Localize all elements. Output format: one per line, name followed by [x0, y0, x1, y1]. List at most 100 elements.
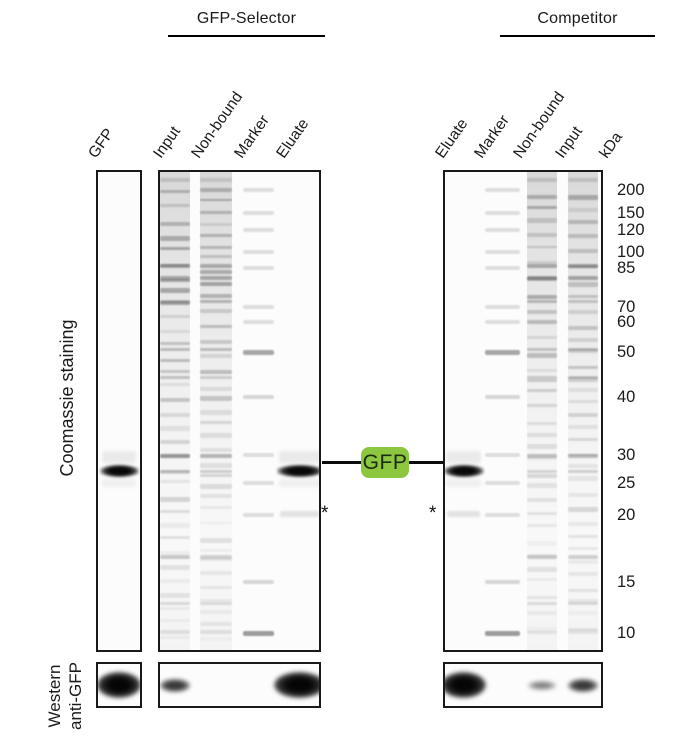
- gel-band: [527, 611, 557, 615]
- gel-band: [160, 523, 190, 528]
- gel-band: [527, 376, 557, 379]
- coomassie-panel-competitor: [443, 170, 603, 652]
- marker-band: [243, 631, 274, 636]
- kda-tick-label: 70: [617, 297, 636, 316]
- gel-band: [200, 448, 232, 453]
- gel-band: [527, 218, 557, 223]
- gel-band: [568, 195, 598, 200]
- western-panel-competitor: [443, 662, 603, 708]
- gel-band: [160, 300, 190, 303]
- marker-band: [485, 305, 520, 309]
- gel-band-smear: [102, 479, 136, 488]
- gel-band: [527, 232, 557, 238]
- gel-band: [160, 550, 190, 556]
- gel-band: [527, 205, 557, 209]
- gfp-protein-band: [445, 464, 484, 479]
- lane-smear: [527, 172, 557, 650]
- gel-band: [160, 579, 190, 584]
- gel-band: [200, 609, 232, 615]
- gel-band: [200, 293, 232, 299]
- gel-band: [568, 348, 598, 353]
- gel-band: [568, 627, 598, 632]
- gel-band: [200, 421, 232, 424]
- lane-smear: [568, 172, 598, 650]
- gel-band: [200, 325, 232, 328]
- gel-band: [568, 559, 598, 564]
- western-panel-gfp-control: [96, 662, 142, 708]
- marker-band: [243, 188, 274, 192]
- gel-band: [568, 454, 598, 458]
- gel-band: [200, 210, 232, 215]
- western-band: [528, 680, 556, 690]
- coomassie-panel-gfp-control: [96, 170, 142, 652]
- western-band: [445, 672, 486, 698]
- gel-band-smear: [279, 451, 319, 464]
- kda-tick-label: 30: [617, 445, 636, 464]
- marker-band: [243, 350, 274, 355]
- gel-band: [568, 507, 598, 513]
- gel-band-smear: [102, 451, 136, 464]
- marker-band: [485, 395, 520, 399]
- gel-band: [527, 422, 557, 426]
- gel-band: [568, 178, 598, 182]
- gel-band: [200, 188, 232, 192]
- marker-band: [243, 580, 274, 584]
- gel-band: [568, 476, 598, 481]
- gel-band: [200, 300, 232, 303]
- gel-band: [568, 588, 598, 593]
- gel-band: [568, 400, 598, 403]
- gfp-protein-band: [100, 464, 139, 479]
- gel-band: [160, 264, 190, 268]
- lane-label-input-right: Input: [552, 123, 586, 162]
- lane-smear: [200, 172, 232, 650]
- lane-label-input-left: Input: [150, 123, 184, 162]
- gel-band: [527, 245, 557, 249]
- gel-band: [160, 630, 190, 634]
- gel-band: [568, 282, 598, 287]
- gel-band: [527, 443, 557, 449]
- gel-band: [160, 635, 190, 640]
- gel-band: [200, 598, 232, 602]
- gel-band: [200, 484, 232, 490]
- gel-band: [160, 469, 190, 474]
- western-panel-gfp-selector: [158, 662, 321, 708]
- lane-label-eluate-right: Eluate: [432, 115, 472, 162]
- gel-band: [568, 470, 598, 473]
- gel-band: [200, 555, 232, 559]
- gel-band: [200, 570, 232, 575]
- gel-band: [568, 325, 598, 330]
- gel-band: [568, 365, 598, 370]
- gel-band: [200, 548, 232, 552]
- kda-tick-label: 100: [617, 242, 645, 261]
- gel-band: [160, 178, 190, 183]
- gel-band: [568, 376, 598, 379]
- kda-tick-label: 120: [617, 220, 645, 239]
- gel-band: [527, 300, 557, 303]
- gel-band: [568, 492, 598, 498]
- marker-band: [243, 305, 274, 309]
- gel-band: [160, 300, 190, 306]
- marker-band: [243, 228, 274, 232]
- gel-band: [200, 462, 232, 468]
- marker-band: [485, 631, 520, 636]
- marker-band: [243, 453, 274, 457]
- gel-band-smear: [446, 451, 481, 464]
- marker-band: [485, 250, 520, 254]
- gel-band: [200, 637, 232, 641]
- gel-band: [527, 602, 557, 605]
- gel-band: [200, 198, 232, 202]
- gel-band: [527, 555, 557, 559]
- gel-band: [527, 276, 557, 281]
- gel-band: [200, 621, 232, 626]
- gel-band: [527, 567, 557, 572]
- gel-band: [200, 506, 232, 510]
- row-label-western-line2: anti-GFP: [66, 661, 85, 731]
- gel-band: [527, 470, 557, 473]
- gel-band: [568, 249, 598, 254]
- gel-band: [527, 178, 557, 183]
- gel-band: [200, 234, 232, 238]
- kda-tick-label: 85: [617, 258, 636, 277]
- gel-band: [160, 479, 190, 483]
- gel-band: [160, 264, 190, 268]
